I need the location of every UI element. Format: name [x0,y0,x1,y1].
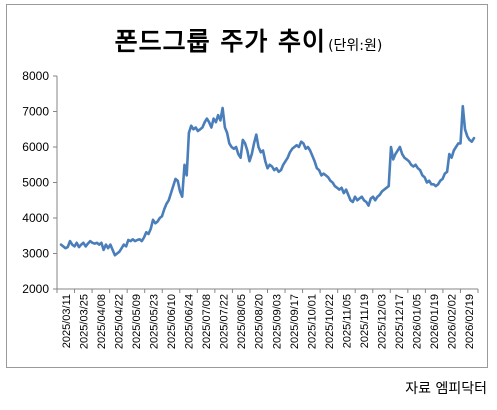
axes [56,76,478,290]
x-tick-label: 2025/07/22 [219,294,231,349]
x-tick-label: 2025/06/10 [166,294,178,349]
chart-title-block: 폰드그룹 주가 추이 (단위:원) [0,22,497,58]
x-tick-label: 2026/01/19 [429,294,441,349]
price-series [59,104,476,257]
y-tick-label: 8000 [22,69,49,83]
y-axis-ticks: 2000 3000 4000 5000 6000 7000 8000 [22,69,57,296]
y-tick-label: 6000 [22,140,49,154]
y-tick-label: 3000 [22,247,49,261]
price-line [59,104,476,257]
x-tick-label: 2025/11/19 [359,294,371,348]
x-tick-label: 2026/02/02 [447,294,459,349]
x-tick-label: 2025/03/11 [61,294,73,348]
x-tick-label: 2025/08/05 [236,294,248,349]
unit-label: (단위:원) [328,38,383,54]
x-tick-label: 2025/04/22 [113,294,125,349]
x-tick-label: 2025/10/22 [324,294,336,349]
x-tick-label: 2025/12/17 [394,294,406,349]
y-tick-label: 7000 [22,105,49,119]
x-tick-label: 2025/03/25 [78,294,90,349]
x-tick-label: 2025/04/08 [96,294,108,349]
x-tick-label: 2026/01/05 [412,294,424,349]
x-tick-label: 2026/02/19 [464,294,476,349]
x-tick-label: 2025/09/03 [271,294,283,349]
x-axis-ticks: 2025/03/11 2025/03/25 2025/04/08 2025/04/22… [56,289,479,349]
x-tick-label: 2025/05/23 [148,294,160,349]
source-note: 자료 엠피닥터 [405,381,487,397]
x-tick-label: 2025/06/24 [184,294,196,349]
chart-frame [6,4,488,368]
x-tick-label: 2025/10/01 [306,294,318,349]
x-tick-label: 2025/09/17 [289,294,301,349]
y-tick-label: 2000 [22,282,49,296]
x-tick-label: 2025/08/20 [254,294,266,349]
chart-title: 폰드그룹 주가 추이 [114,27,327,56]
x-tick-label: 2025/05/09 [131,294,143,349]
x-tick-label: 2025/07/08 [201,294,213,349]
y-tick-label: 5000 [22,176,49,190]
x-tick-label: 2025/12/03 [377,294,389,349]
x-tick-label: 2025/11/05 [341,294,353,348]
y-tick-label: 4000 [22,211,49,225]
